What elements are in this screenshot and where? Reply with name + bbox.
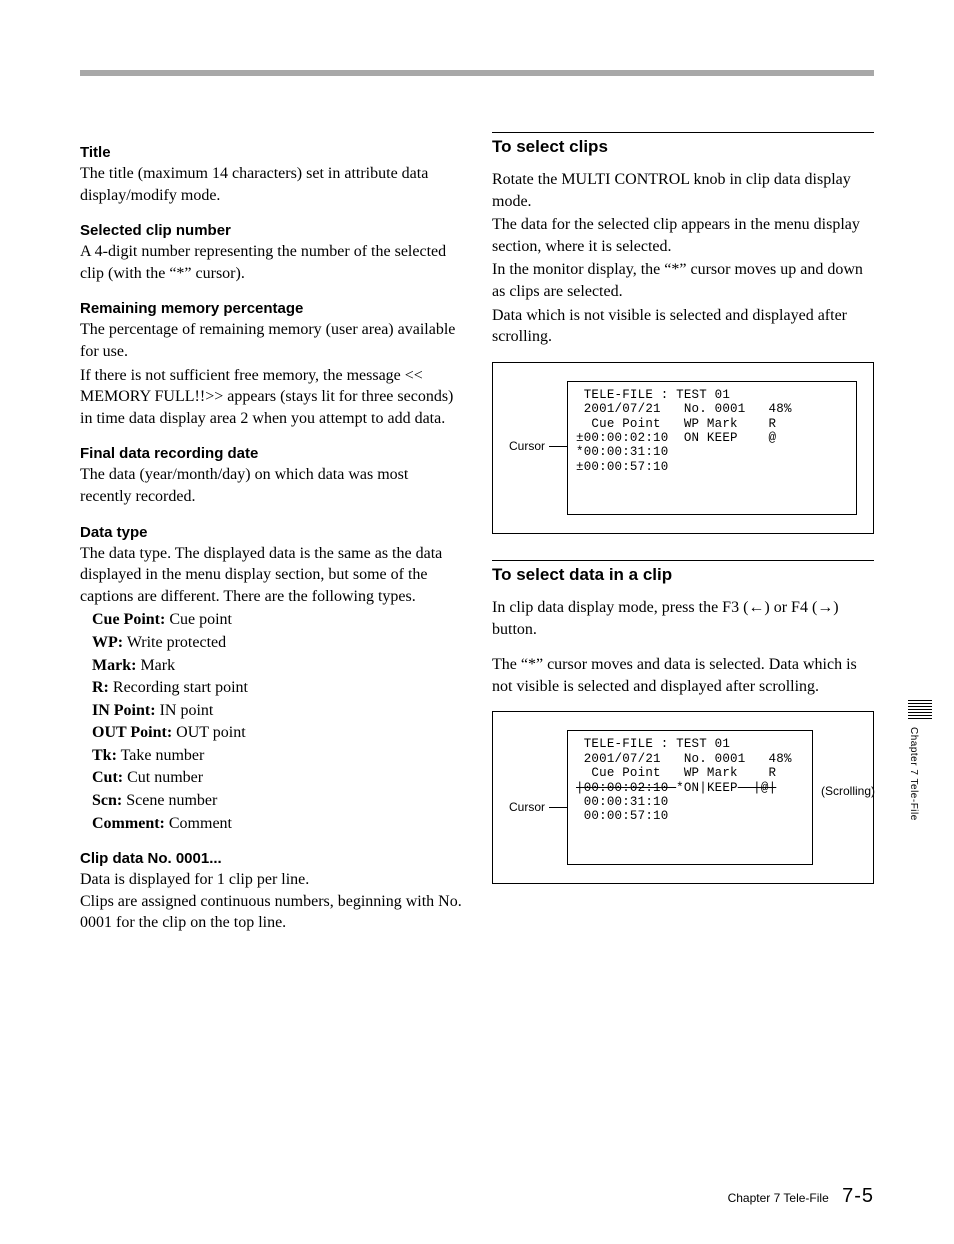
screen-box-2: TELE-FILE : TEST 01 2001/07/21 No. 0001 … xyxy=(567,730,813,864)
data-type-def: IN point xyxy=(156,702,214,719)
clip-data-no-heading: Clip data No. 0001... xyxy=(80,850,462,867)
data-type-term: Scn: xyxy=(92,792,122,809)
data-type-term: Comment: xyxy=(92,815,165,832)
sec1-p3: In the monitor display, the “*” cursor m… xyxy=(492,259,874,302)
arrow-right-icon: → xyxy=(817,599,833,616)
data-type-item: Cue Point: Cue point xyxy=(92,609,462,631)
final-date-body: The data (year/month/day) on which data … xyxy=(80,464,462,507)
clip-data-no-body: Data is displayed for 1 clip per line.Cl… xyxy=(80,869,462,934)
data-type-heading: Data type xyxy=(80,524,462,541)
data-type-def: Recording start point xyxy=(109,679,248,696)
header-rule xyxy=(80,70,874,76)
section-rule-2 xyxy=(492,560,874,561)
side-tab-lines-icon xyxy=(908,700,932,719)
sec1-p4: Data which is not visible is selected an… xyxy=(492,305,874,348)
data-type-def: Scene number xyxy=(122,792,217,809)
data-type-def: Comment xyxy=(165,815,232,832)
sec1-p2: The data for the selected clip appears i… xyxy=(492,214,874,257)
data-type-item: Tk: Take number xyxy=(92,745,462,767)
data-type-def: OUT point xyxy=(172,724,245,741)
remaining-memory-heading: Remaining memory percentage xyxy=(80,300,462,317)
data-type-term: WP: xyxy=(92,634,123,651)
data-type-term: OUT Point: xyxy=(92,724,172,741)
side-tab: Chapter 7 Tele-File xyxy=(908,700,936,821)
data-type-list: Cue Point: Cue pointWP: Write protectedM… xyxy=(92,609,462,834)
data-type-term: IN Point: xyxy=(92,702,156,719)
data-type-item: Mark: Mark xyxy=(92,655,462,677)
sec1-p1: Rotate the MULTI CONTROL knob in clip da… xyxy=(492,169,874,212)
title-body: The title (maximum 14 characters) set in… xyxy=(80,163,462,206)
title-heading: Title xyxy=(80,144,462,161)
footer-chapter: Chapter 7 Tele-File xyxy=(728,1191,829,1205)
data-type-term: Cue Point: xyxy=(92,611,165,628)
scrolling-label: (Scrolling) xyxy=(821,784,875,798)
page: Title The title (maximum 14 characters) … xyxy=(0,0,954,1244)
data-type-def: Cut number xyxy=(123,769,203,786)
sec2-p1a: In clip data display mode, press the F3 … xyxy=(492,599,748,616)
data-type-def: Mark xyxy=(136,657,175,674)
left-column: Title The title (maximum 14 characters) … xyxy=(80,130,462,934)
data-type-item: IN Point: IN point xyxy=(92,700,462,722)
data-type-body: The data type. The displayed data is the… xyxy=(80,543,462,608)
data-type-def: Write protected xyxy=(123,634,226,651)
cursor-leader-2 xyxy=(549,807,567,808)
remaining-memory-body-2: If there is not sufficient free memory, … xyxy=(80,365,462,430)
data-type-term: Tk: xyxy=(92,747,117,764)
figure-1: Cursor TELE-FILE : TEST 01 2001/07/21 No… xyxy=(492,362,874,534)
side-tab-text: Chapter 7 Tele-File xyxy=(908,727,919,821)
sec2-p1b: ) or F4 ( xyxy=(764,599,817,616)
data-type-item: Scn: Scene number xyxy=(92,790,462,812)
cursor-label-1: Cursor xyxy=(509,439,545,453)
screen-box-1: TELE-FILE : TEST 01 2001/07/21 No. 0001 … xyxy=(567,381,857,515)
data-type-term: Cut: xyxy=(92,769,123,786)
sec2-p1: In clip data display mode, press the F3 … xyxy=(492,597,874,640)
selected-clip-heading: Selected clip number xyxy=(80,222,462,239)
data-type-item: OUT Point: OUT point xyxy=(92,722,462,744)
section-rule-1 xyxy=(492,132,874,133)
footer: Chapter 7 Tele-File 7-5 xyxy=(728,1185,874,1208)
cursor-label-2: Cursor xyxy=(509,800,545,814)
section-title-select-clips: To select clips xyxy=(492,137,874,157)
final-date-heading: Final data recording date xyxy=(80,445,462,462)
data-type-item: R: Recording start point xyxy=(92,677,462,699)
data-type-def: Take number xyxy=(117,747,204,764)
arrow-left-icon: ← xyxy=(748,599,764,616)
remaining-memory-body-1: The percentage of remaining memory (user… xyxy=(80,319,462,362)
data-type-def: Cue point xyxy=(165,611,232,628)
figure-2: (Scrolling) Cursor TELE-FILE : TEST 01 2… xyxy=(492,711,874,883)
data-type-item: Comment: Comment xyxy=(92,813,462,835)
content-columns: Title The title (maximum 14 characters) … xyxy=(80,130,874,934)
data-type-term: Mark: xyxy=(92,657,136,674)
sec2-p2: The “*” cursor moves and data is selecte… xyxy=(492,654,874,697)
cursor-leader-1 xyxy=(549,446,567,447)
data-type-item: WP: Write protected xyxy=(92,632,462,654)
data-type-term: R: xyxy=(92,679,109,696)
footer-page-number: 7-5 xyxy=(842,1185,874,1207)
section-title-select-data: To select data in a clip xyxy=(492,565,874,585)
selected-clip-body: A 4-digit number representing the number… xyxy=(80,241,462,284)
data-type-item: Cut: Cut number xyxy=(92,767,462,789)
right-column: To select clips Rotate the MULTI CONTROL… xyxy=(492,130,874,934)
